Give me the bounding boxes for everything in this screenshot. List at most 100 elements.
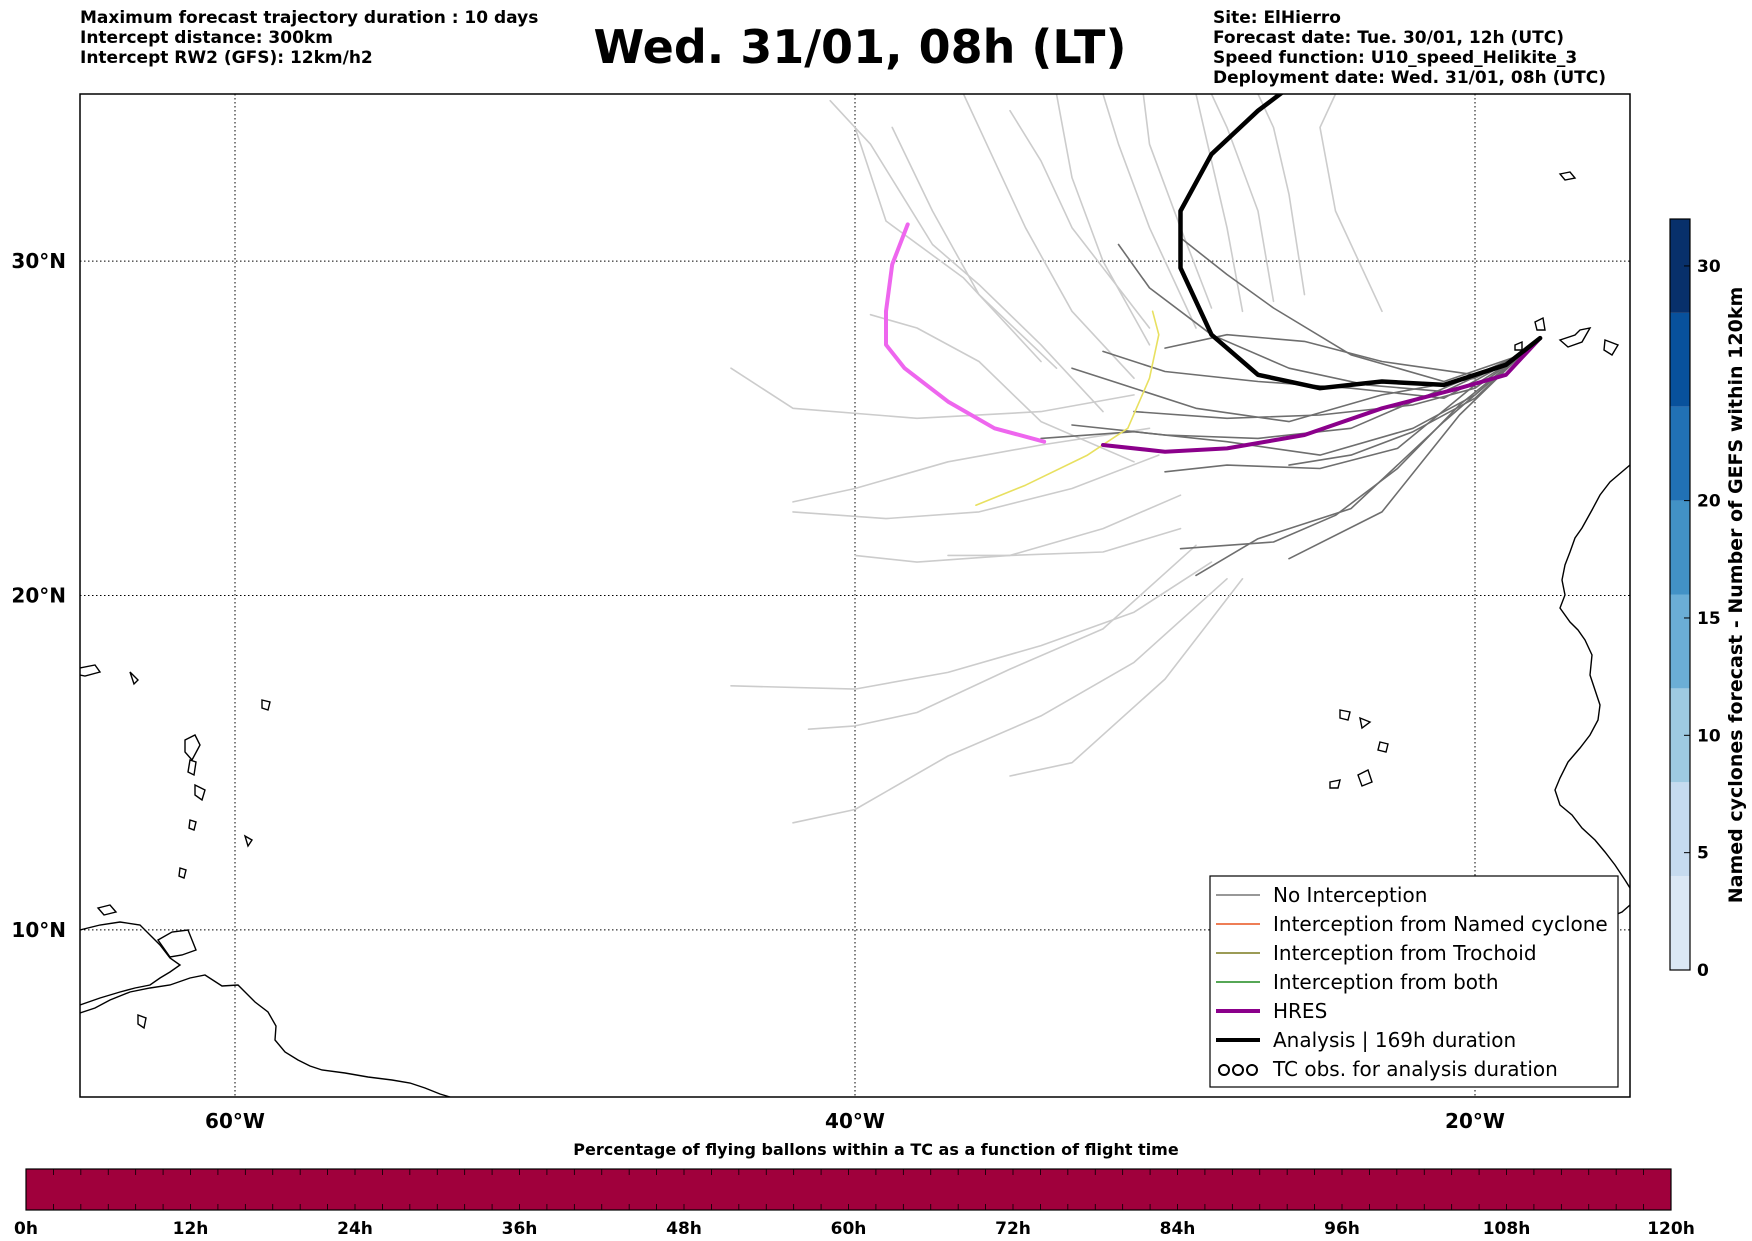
map-frame	[79, 93, 1631, 1098]
colorbar-segment	[1670, 219, 1690, 313]
ensemble-track-light	[854, 126, 1042, 363]
time-bar-ticks: 0h 12h 24h 36h 48h 60h 72h 84h 96h 108h 120h	[14, 1169, 1695, 1239]
ensemble-track-light	[1009, 109, 1151, 329]
time-bar: 0h 12h 24h 36h 48h 60h 72h 84h 96h 108h 120h	[14, 1168, 1695, 1239]
colorbar-label: Named cyclones forecast - Number of GEFS…	[1725, 287, 1747, 904]
ensemble-track-light	[891, 126, 1058, 369]
header-right-info: Site: ElHierro Forecast date: Tue. 30/01…	[1213, 8, 1606, 88]
time-bar-tick-label: 24h	[337, 1219, 373, 1239]
speed-function-text: Speed function: U10_speed_Helikite_3	[1213, 48, 1578, 68]
ensemble-track-light	[1055, 94, 1151, 346]
time-bar-title: Percentage of flying ballons within a TC…	[573, 1140, 1179, 1159]
colorbar-tick-label: 15	[1697, 609, 1721, 629]
colorbar-ticks: 0 5 10 15 20 30	[1684, 257, 1721, 981]
main-title: Wed. 31/01, 08h (LT)	[593, 20, 1127, 74]
coastline-madeira	[1558, 171, 1577, 181]
ensemble-track-light	[869, 313, 1135, 463]
ensemble-track-light	[792, 427, 1151, 503]
coastline-antilles-2	[194, 783, 206, 802]
coastline-antilles-9	[261, 699, 271, 711]
time-bar-tick-label: 84h	[1160, 1219, 1196, 1239]
time-bar-tick-label: 72h	[995, 1219, 1031, 1239]
colorbar-tick-label: 10	[1697, 726, 1721, 746]
colorbar-segment	[1670, 594, 1690, 689]
ensemble-track-light	[730, 367, 1135, 420]
tc-obs-symbol-icon	[1232, 1064, 1244, 1076]
tc-obs-symbol-icon	[1246, 1064, 1258, 1076]
coastline-antilles-7	[80, 664, 102, 677]
time-bar-tick-label: 60h	[831, 1219, 867, 1239]
ensemble-track-no-interception	[1071, 354, 1523, 423]
intercept-rw2-text: Intercept RW2 (GFS): 12km/h2	[80, 48, 373, 68]
gridlines	[80, 94, 1630, 1097]
colorbar-frame	[1669, 218, 1691, 971]
time-bar-tick-label: 108h	[1483, 1219, 1531, 1239]
coastline-canary-2	[1558, 327, 1592, 348]
lon-tick-label: 20°W	[1445, 1109, 1505, 1133]
time-bar-fill	[25, 1168, 1672, 1211]
legend-label: Interception from Trochoid	[1273, 941, 1537, 965]
forecast-date-text: Forecast date: Tue. 30/01, 12h (UTC)	[1213, 28, 1564, 48]
legend-label: Interception from both	[1273, 970, 1499, 994]
ensemble-track-no-interception	[1195, 354, 1523, 577]
ensemble-track-no-interception	[1288, 354, 1523, 560]
legend-frame	[1209, 875, 1619, 1088]
ensemble-track-light	[1195, 94, 1244, 313]
colorbar-segment	[1670, 500, 1690, 595]
coastline-aruba	[96, 904, 118, 916]
legend-items: No Interception Interception from Named c…	[1216, 883, 1608, 1081]
legend-label: Analysis | 169h duration	[1273, 1028, 1516, 1052]
ensemble-track-light	[947, 527, 1182, 557]
time-bar-tick-label: 36h	[502, 1219, 538, 1239]
ensemble-track-light	[1009, 578, 1244, 777]
coastline-antilles-8	[129, 671, 139, 686]
ensemble-track-light	[1142, 94, 1213, 309]
colorbar-segment	[1670, 312, 1690, 407]
ensemble-track-light	[829, 99, 1104, 413]
tc-obs-symbol-icon	[1218, 1064, 1230, 1076]
coastline-canary-1	[1534, 316, 1546, 331]
colorbar-segment	[1670, 782, 1690, 877]
ensemble-track-light	[792, 454, 1160, 520]
map-area[interactable]: 60°W 40°W 20°W 30°N 20°N 10°N No Interception…	[11, 87, 1631, 1133]
ensemble-track-light	[1102, 94, 1197, 329]
lat-tick-label: 30°N	[11, 249, 66, 273]
colorbar-tick-label: 5	[1697, 844, 1709, 864]
time-bar-tick-label: 12h	[173, 1219, 209, 1239]
legend: No Interception Interception from Named c…	[1209, 875, 1619, 1088]
colorbar-tick-label: 20	[1697, 492, 1721, 512]
coastline-antilles-1	[184, 734, 201, 762]
time-bar-tick-label: 120h	[1647, 1219, 1695, 1239]
yellow-track	[975, 310, 1160, 506]
ensemble-track-light	[807, 544, 1197, 730]
trajectory-tracks	[730, 94, 1543, 824]
colorbar-segment	[1670, 406, 1690, 501]
ensemble-track-light	[1319, 94, 1383, 313]
ensemble-track-light	[730, 561, 1213, 690]
time-bar-tick-label: 96h	[1324, 1219, 1360, 1239]
legend-label: TC obs. for analysis duration	[1272, 1057, 1558, 1081]
coastline-west-africa	[1554, 464, 1630, 889]
coastline-antilles-5	[178, 867, 187, 879]
coastline-canary-3	[1603, 339, 1620, 356]
colorbar: 0 5 10 15 20 30 Named cyclones forecast - Num…	[1669, 218, 1747, 981]
coastline-cape-verde-5	[1329, 779, 1341, 789]
legend-label: Interception from Named cyclone	[1273, 912, 1608, 936]
lat-tick-label: 20°N	[11, 584, 66, 608]
lat-tick-label: 10°N	[11, 918, 66, 942]
colorbar-segment	[1670, 688, 1690, 783]
ensemble-track-light	[962, 94, 1135, 379]
site-text: Site: ElHierro	[1213, 8, 1341, 28]
hres-track	[1101, 336, 1543, 454]
legend-label: HRES	[1273, 999, 1327, 1023]
time-bar-tick-label: 0h	[14, 1219, 38, 1239]
coastline-venezuela-north	[80, 921, 182, 1006]
hres-pink-track	[884, 222, 1047, 444]
coastline-cape-verde-4	[1357, 769, 1373, 787]
coastline-cape-verde-3	[1377, 741, 1389, 753]
coastline-venezuela-island	[137, 1013, 147, 1030]
ensemble-track-no-interception	[1179, 354, 1523, 550]
coastline-cape-verde-2	[1359, 716, 1372, 730]
time-bar-tick-label: 48h	[666, 1219, 702, 1239]
intercept-distance-text: Intercept distance: 300km	[80, 28, 333, 48]
